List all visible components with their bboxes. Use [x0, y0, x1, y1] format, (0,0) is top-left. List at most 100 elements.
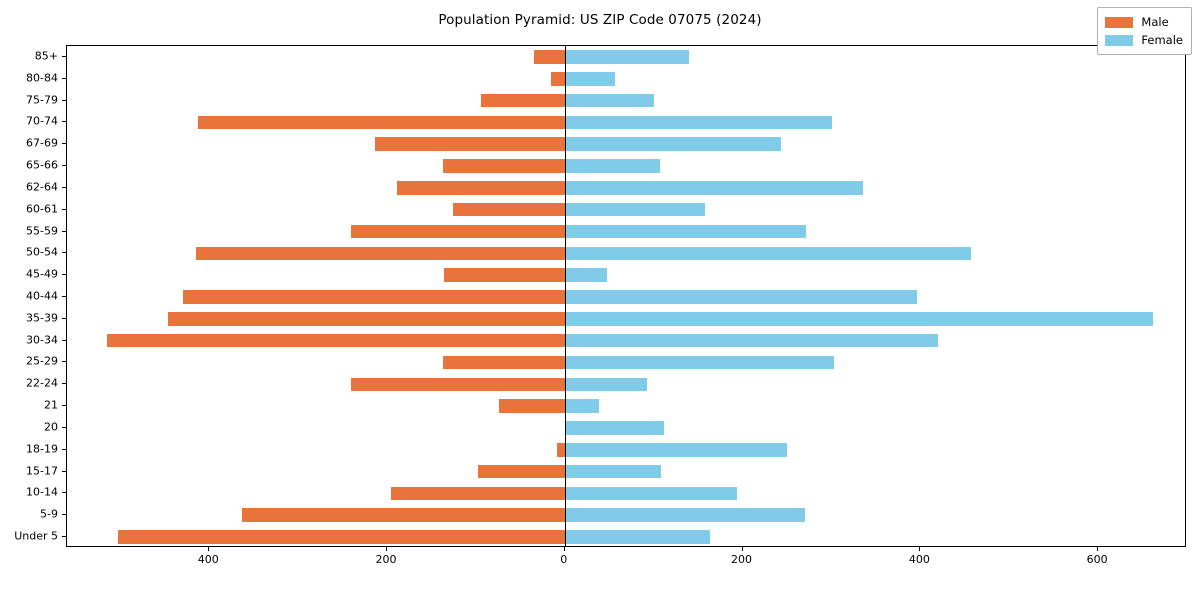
y-axis-tick-label: 70-74 [26, 114, 58, 128]
y-axis-tick-label: 20 [44, 420, 58, 434]
bar-female [564, 486, 738, 501]
bar-row [67, 202, 1185, 217]
bar-row [67, 159, 1185, 173]
bar-female [564, 268, 608, 282]
x-axis-tick-label: 0 [560, 553, 568, 566]
bar-female [564, 333, 939, 348]
bar-row [67, 137, 1185, 151]
bar-row [67, 399, 1185, 413]
legend: Male Female [1097, 7, 1192, 55]
x-axis-tick-mark [208, 547, 210, 551]
x-axis-tick-mark [563, 547, 565, 551]
legend-label-female: Female [1141, 33, 1183, 47]
bar-row [67, 50, 1185, 64]
x-axis-tick-mark [741, 547, 743, 551]
bar-row [67, 312, 1185, 326]
zero-axis-line [564, 46, 566, 546]
bar-row [67, 486, 1185, 501]
bar-male [195, 246, 565, 261]
bar-row [67, 115, 1185, 130]
y-axis-tick-label: 80-84 [26, 71, 58, 85]
bar-male [533, 50, 565, 64]
bar-female [564, 50, 690, 64]
x-axis-tick-label: 200 [731, 553, 753, 566]
bar-row [67, 181, 1185, 195]
y-axis-tick-label: 50-54 [26, 245, 58, 259]
legend-item-male[interactable]: Male [1105, 13, 1183, 31]
y-axis-tick-label: 60-61 [26, 202, 58, 216]
bar-male [117, 530, 565, 544]
y-axis-tick-label: 75-79 [26, 93, 58, 107]
bar-female [564, 71, 615, 86]
y-axis-tick-label: 65-66 [26, 158, 58, 172]
y-axis-tick-label: 21 [44, 398, 58, 412]
y-axis-tick-label: 55-59 [26, 224, 58, 238]
bar-row [67, 93, 1185, 108]
bar-female [564, 312, 1154, 326]
legend-label-male: Male [1141, 15, 1169, 29]
bar-male [183, 290, 565, 304]
bar-male [168, 312, 565, 326]
bar-male [550, 71, 565, 86]
bar-row [67, 508, 1185, 523]
plot-area [66, 45, 1186, 547]
bar-female [564, 246, 971, 261]
legend-swatch-male-icon [1105, 16, 1134, 28]
y-axis-tick-label: 5-9 [40, 507, 58, 521]
bar-male [396, 181, 565, 195]
bar-male [107, 333, 565, 348]
bar-female [564, 202, 706, 217]
bar-male [556, 443, 565, 457]
bar-male [499, 399, 565, 413]
bar-female [564, 508, 805, 523]
bar-female [564, 399, 599, 413]
y-axis-tick-label: 45-49 [26, 267, 58, 281]
y-axis-tick-label: Under 5 [14, 529, 58, 543]
x-axis-tick-label: 600 [1086, 553, 1108, 566]
legend-swatch-female-icon [1105, 34, 1134, 46]
bar-row [67, 377, 1185, 392]
bar-female [564, 530, 710, 544]
bar-male [375, 137, 565, 151]
bar-female [564, 355, 835, 370]
bar-male [242, 508, 565, 523]
legend-item-female[interactable]: Female [1105, 31, 1183, 49]
bar-row [67, 355, 1185, 370]
y-axis-tick-label: 67-69 [26, 136, 58, 150]
x-axis-tick-mark [1097, 547, 1099, 551]
bar-row [67, 333, 1185, 348]
bar-female [564, 159, 660, 173]
x-axis-tick-label: 400 [197, 553, 219, 566]
y-axis-tick-label: 40-44 [26, 289, 58, 303]
bar-male [452, 202, 565, 217]
bar-male [390, 486, 565, 501]
bar-row [67, 443, 1185, 457]
bar-male [197, 115, 565, 130]
x-axis-tick-mark [919, 547, 921, 551]
y-axis-tick-label: 35-39 [26, 311, 58, 325]
bar-row [67, 268, 1185, 282]
bar-female [564, 93, 654, 108]
y-axis-tick-label: 85+ [34, 49, 58, 63]
y-axis-tick-label: 25-29 [26, 354, 58, 368]
bar-female [564, 443, 787, 457]
y-axis-tick-label: 30-34 [26, 333, 58, 347]
x-axis-tick-mark [386, 547, 387, 551]
bar-female [564, 377, 648, 392]
y-axis-tick-label: 15-17 [26, 464, 58, 478]
bar-male [351, 224, 565, 239]
bar-male [350, 377, 565, 392]
bar-male [443, 355, 565, 370]
bar-female [564, 290, 917, 304]
bar-male [481, 93, 565, 108]
bar-male [443, 159, 565, 173]
y-axis-tick-label: 10-14 [26, 485, 58, 499]
y-axis-tick-label: 22-24 [26, 376, 58, 390]
bar-female [564, 181, 863, 195]
bar-male [477, 464, 565, 479]
x-axis-tick-label: 200 [375, 553, 397, 566]
bar-row [67, 530, 1185, 544]
x-axis-tick-label: 400 [908, 553, 930, 566]
bar-female [564, 421, 665, 435]
